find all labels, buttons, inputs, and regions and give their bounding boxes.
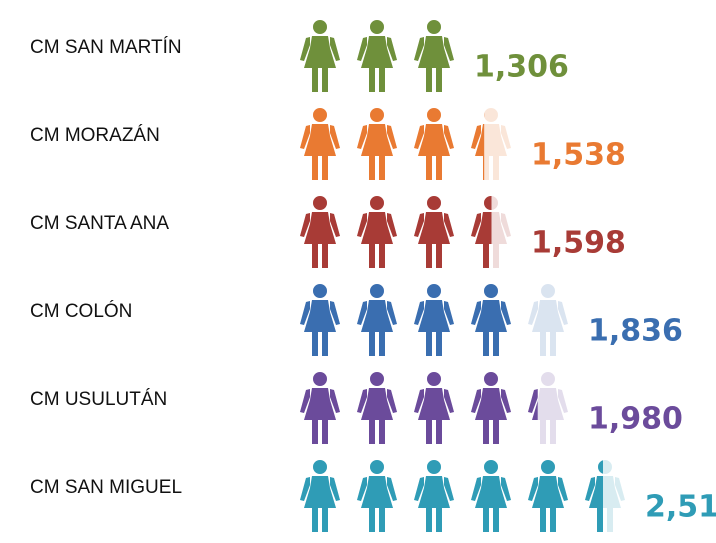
value-label: 1,598 — [531, 226, 626, 261]
icon-outline — [528, 284, 568, 356]
icon — [357, 460, 397, 532]
icon-row — [300, 20, 454, 92]
icon — [357, 108, 397, 180]
icon-row — [300, 108, 485, 180]
icon — [471, 113, 485, 180]
category-label: CM SAN MIGUEL — [30, 477, 182, 498]
icon — [414, 20, 454, 92]
category-label: CM MORAZÁN — [30, 125, 160, 146]
category-label: CM COLÓN — [30, 300, 132, 322]
icon-outline — [528, 372, 568, 444]
value-label: 1,306 — [474, 50, 569, 85]
icon — [414, 284, 454, 356]
icon — [357, 20, 397, 92]
icon-row — [300, 196, 492, 268]
icon-outline — [471, 108, 511, 180]
icon — [357, 372, 397, 444]
value-label: 1,538 — [531, 138, 626, 173]
icon — [414, 108, 454, 180]
icon-row — [300, 460, 603, 532]
icon-row — [300, 284, 511, 356]
icon — [528, 389, 538, 420]
icon — [414, 460, 454, 532]
icon-outline — [585, 460, 625, 532]
icon — [357, 284, 397, 356]
icon — [585, 460, 603, 532]
category-label: CM USULUTÁN — [30, 389, 167, 410]
icon — [414, 372, 454, 444]
category-label: CM SAN MARTÍN — [30, 37, 182, 58]
icon — [528, 460, 568, 532]
icon — [300, 108, 340, 180]
category-label: CM SANTA ANA — [30, 213, 169, 234]
icon — [471, 372, 511, 444]
icon — [471, 460, 511, 532]
value-label: 2,519 — [645, 490, 716, 525]
icon — [300, 196, 340, 268]
icon-background — [300, 460, 625, 532]
icon — [300, 20, 340, 92]
icon — [471, 196, 492, 268]
icon — [300, 460, 340, 532]
icon — [300, 284, 340, 356]
icon — [357, 196, 397, 268]
icon-row — [300, 372, 538, 444]
icon — [414, 196, 454, 268]
value-label: 1,836 — [588, 314, 683, 349]
icon — [471, 284, 511, 356]
value-label: 1,980 — [588, 402, 683, 437]
icon — [300, 372, 340, 444]
